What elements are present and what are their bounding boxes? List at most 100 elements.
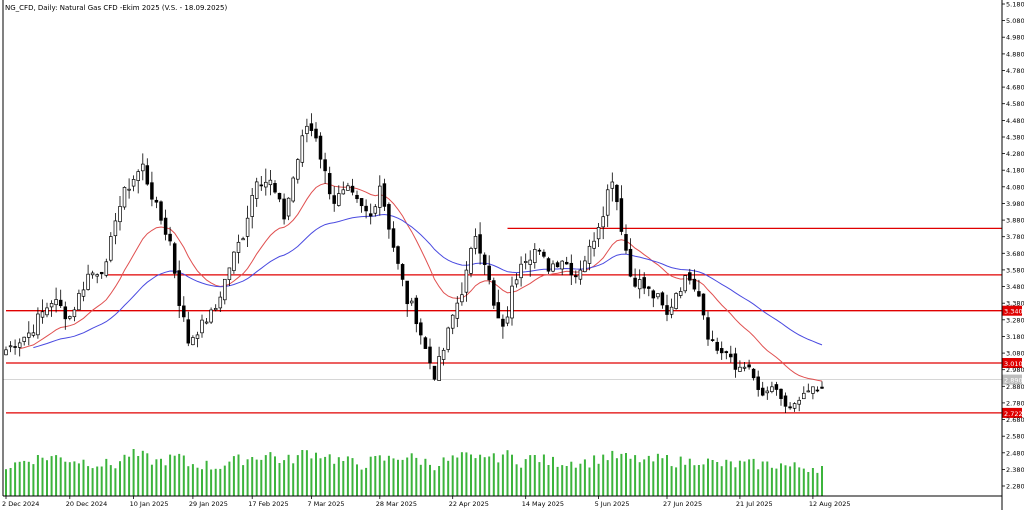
candle-body-down [318,135,323,160]
volume-bar [716,462,719,496]
volume-bar [36,455,39,496]
candle [501,314,505,339]
volume-bar [68,462,71,496]
volume-bar [447,460,450,496]
candle [27,321,31,346]
volume-bar [360,469,363,496]
candle [437,346,441,381]
candle [642,272,646,295]
candle-body-up [450,314,455,329]
time-axis: 2 Dec 2024 20 Dec 2024 10 Jan 2025 29 Jan 2… [2,496,851,508]
candle-body-up [40,311,45,318]
volume-bar [629,458,632,496]
volume-bar [169,454,172,496]
price-tick-label: 2.280 [1006,483,1024,491]
candle [204,318,209,325]
volume-bar [611,450,614,496]
candle-body-up [232,251,236,271]
candle-body-down [564,261,569,265]
volume-layer [5,449,823,496]
candle-body-down [13,346,17,348]
candle [396,245,400,270]
candle [551,260,555,273]
volume-bar [14,462,17,496]
volume-bar [410,453,413,496]
candle [651,289,656,308]
candle-body-up [77,293,81,311]
volume-bar [27,461,30,496]
candle [359,198,364,213]
volume-bar [337,457,340,496]
candle-body-down [729,353,733,358]
volume-bar [748,459,751,496]
candle [505,306,510,327]
candle-body-up [131,179,136,187]
candle [806,383,811,393]
candle [738,360,742,372]
candle [624,224,628,254]
level-price-tag-label: 3.010 [1004,360,1023,368]
volume-bar [634,455,637,496]
volume-bar [397,459,399,496]
candle-body-up [104,261,109,276]
volume-bar [278,463,281,496]
candle [510,276,514,326]
candle [669,298,674,319]
level-price-tag-label: 3.340 [1004,308,1023,316]
volume-bar [100,466,103,496]
volume-bar [260,459,263,496]
price-tick-label: 4.680 [1006,84,1024,92]
price-tick-label: 4.980 [1006,34,1024,42]
volume-bar [296,455,299,496]
volume-bar [201,469,203,496]
candle [779,388,783,406]
price-tick-label: 4.280 [1006,150,1024,158]
candle-body-up [236,241,241,253]
candle [364,199,368,219]
candle [159,200,163,225]
candle [665,294,669,322]
volume-bar [538,462,541,496]
volume-bar [374,456,377,496]
price-tick-label: 3.180 [1006,333,1024,341]
volume-bar [324,456,327,496]
candle-body-down [692,278,697,290]
candle-body-down [710,339,715,341]
candle [341,181,346,195]
price-tick-label: 5.080 [1006,17,1024,25]
candle [715,337,719,355]
candle-body-up [464,269,469,293]
volume-bar [251,457,254,496]
price-tick-label: 2.580 [1006,433,1024,441]
candle-body-down [414,297,419,325]
candle [605,184,610,227]
volume-bar [707,458,709,496]
volume-bar [274,456,276,496]
volume-bar [150,464,153,496]
volume-bar [574,467,577,496]
volume-bar [365,467,368,496]
candle [419,318,423,345]
volume-bar [460,452,463,496]
level-price-tag [1002,358,1022,368]
candle-body-up [27,332,31,338]
candle-body-down [774,384,779,390]
volume-bar [770,467,773,496]
candle-body-down [715,341,719,351]
candle-body-up [36,313,40,336]
volume-bar [228,461,231,496]
candle [729,345,733,363]
volume-bar [579,463,582,496]
volume-bar [511,454,513,496]
candle-body-down [574,275,578,278]
candle-body-down [58,299,63,307]
candle [678,287,683,299]
volume-bar [656,453,659,496]
volume-bar [137,456,140,496]
candle [314,122,318,142]
volume-bar [488,456,491,496]
candle [820,381,824,389]
candle-body-up [68,316,72,319]
volume-bar [401,459,404,496]
